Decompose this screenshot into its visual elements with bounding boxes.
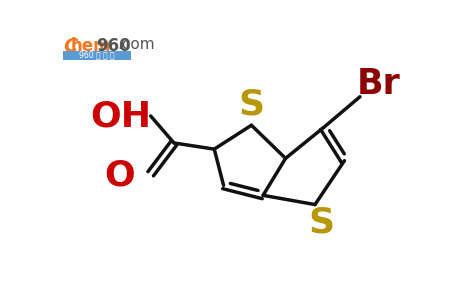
Text: S: S [238, 87, 264, 122]
Text: 960 化 工 网: 960 化 工 网 [80, 51, 115, 60]
Text: C: C [63, 38, 77, 57]
Text: OH: OH [91, 99, 152, 133]
Text: .com: .com [118, 38, 155, 52]
Text: O: O [104, 158, 135, 192]
Bar [63, 51, 131, 60]
Text: Br: Br [357, 67, 401, 101]
Text: S: S [308, 205, 334, 239]
Text: 960: 960 [96, 38, 130, 55]
Text: hem: hem [71, 38, 111, 55]
